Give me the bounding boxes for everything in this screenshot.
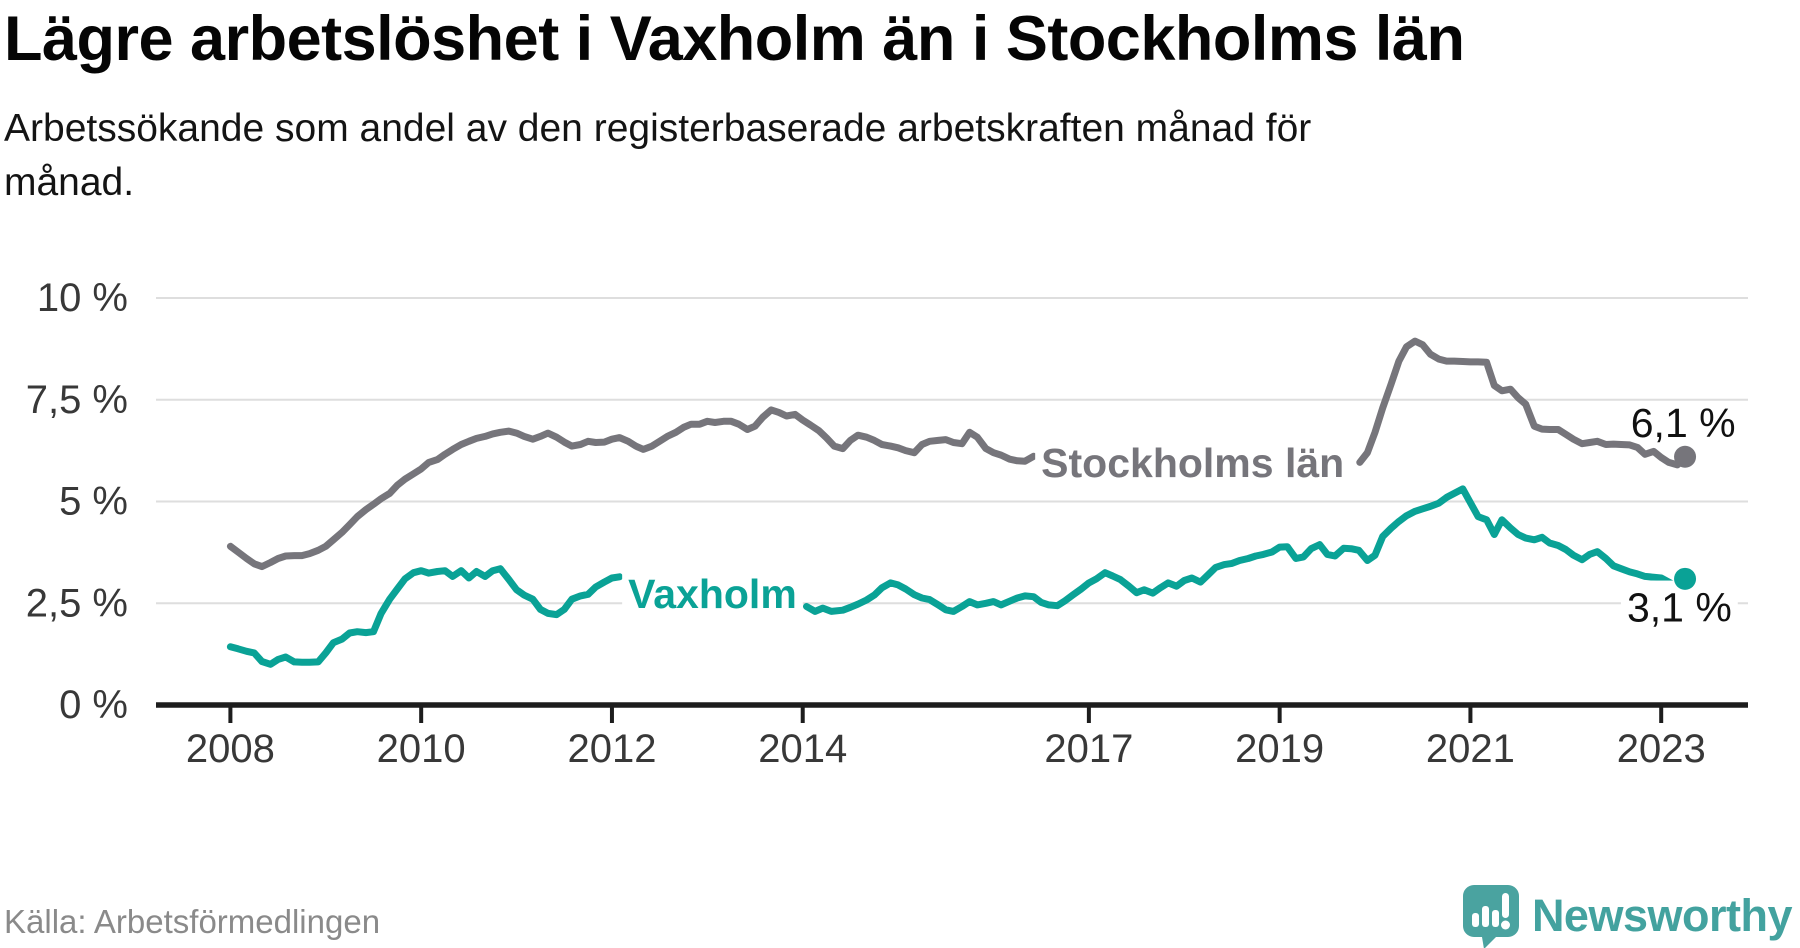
page-title: Lägre arbetslöshet i Vaxholm än i Stockh…	[4, 4, 1465, 74]
series-line-stockholms-l-n	[1356, 337, 1689, 469]
x-tick-label: 2014	[758, 727, 847, 771]
x-tick-label: 2012	[567, 727, 656, 771]
stockholm-series-label: Stockholms län	[1041, 440, 1344, 486]
vaxholm-end-value-mask	[1620, 580, 1738, 635]
series-end-dot-vaxholm	[1674, 567, 1697, 590]
x-tick-label: 2021	[1426, 727, 1515, 771]
series-end-dot-stockholms-l-n	[1674, 445, 1697, 468]
y-tick-label: 10 %	[37, 276, 128, 320]
x-tick-label: 2017	[1044, 727, 1133, 771]
vaxholm-series-label-mask	[622, 567, 803, 622]
brand-footer: Newsworthy	[1462, 884, 1793, 948]
y-tick-label: 2,5 %	[26, 581, 128, 625]
vaxholm-series-label: Vaxholm	[628, 571, 797, 617]
series-line-vaxholm	[226, 565, 624, 668]
series-line-vaxholm	[803, 485, 1689, 615]
stockholm-end-value: 6,1 %	[1631, 400, 1736, 446]
series-line-stockholms-l-n	[226, 406, 1038, 571]
chart-subtitle: Arbetssökande som andel av den registerb…	[4, 107, 1312, 204]
brand-name: Newsworthy	[1531, 890, 1793, 941]
y-tick-label: 7,5 %	[26, 378, 128, 422]
vaxholm-end-value: 3,1 %	[1627, 585, 1732, 631]
y-tick-label: 0 %	[59, 683, 128, 727]
x-tick-label: 2019	[1235, 727, 1324, 771]
source-note: Källa: Arbetsförmedlingen	[4, 903, 381, 940]
newsworthy-logo-icon	[1462, 885, 1519, 948]
y-tick-label: 5 %	[59, 480, 128, 524]
x-tick-label: 2023	[1617, 727, 1706, 771]
x-tick-label: 2010	[377, 727, 466, 771]
x-tick-label: 2008	[186, 727, 275, 771]
stockholm-series-label-mask	[1035, 436, 1351, 491]
